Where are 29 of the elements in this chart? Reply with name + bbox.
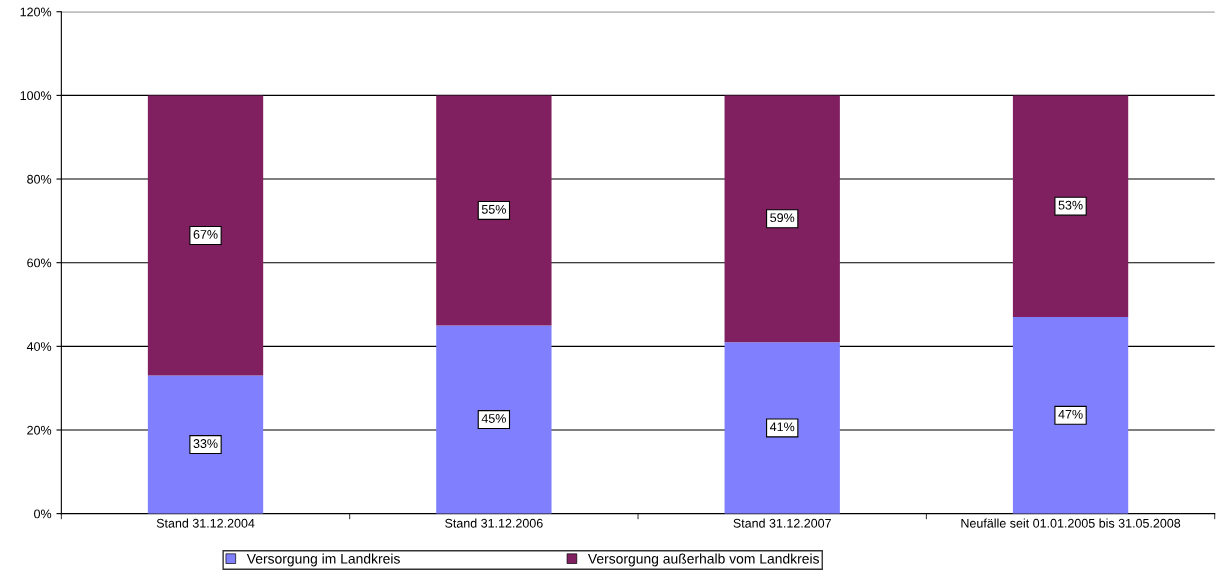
bar (724, 95, 840, 343)
x-tick-label: Stand 31.12.2004 (156, 518, 255, 528)
y-tick-label: 40% (26, 342, 52, 351)
y-tick-label: 120% (20, 7, 52, 17)
x-tick-label: Neufälle seit 01.01.2005 bis 31.05.2008 (961, 518, 1181, 528)
bar (1012, 317, 1129, 514)
data-label: 33% (193, 439, 218, 448)
bar (147, 95, 264, 376)
y-tick-label: 80% (27, 174, 52, 184)
data-label: 47% (1058, 409, 1083, 419)
bar (147, 375, 264, 514)
bar (436, 325, 552, 514)
y-tick-label: 60% (27, 258, 52, 268)
data-label: 55% (481, 204, 506, 214)
y-tick-label: 20% (27, 425, 52, 435)
x-tick-label: Stand 31.12.2007 (733, 518, 831, 528)
bar (436, 95, 552, 326)
data-label: 67% (193, 230, 218, 239)
legend-label: Versorgung außerhalb vom Landkreis (587, 553, 819, 567)
x-tick-label: Stand 31.12.2006 (445, 518, 543, 528)
legend-label: Versorgung im Landkreis (246, 553, 400, 567)
data-label: 59% (770, 213, 795, 223)
data-label: 53% (1058, 200, 1083, 210)
data-label: 41% (769, 422, 795, 432)
y-tick-label: 0% (34, 509, 52, 519)
bar (724, 342, 840, 514)
bar (1012, 95, 1129, 318)
data-label: 45% (481, 414, 506, 423)
y-tick-label: 100% (20, 91, 52, 101)
